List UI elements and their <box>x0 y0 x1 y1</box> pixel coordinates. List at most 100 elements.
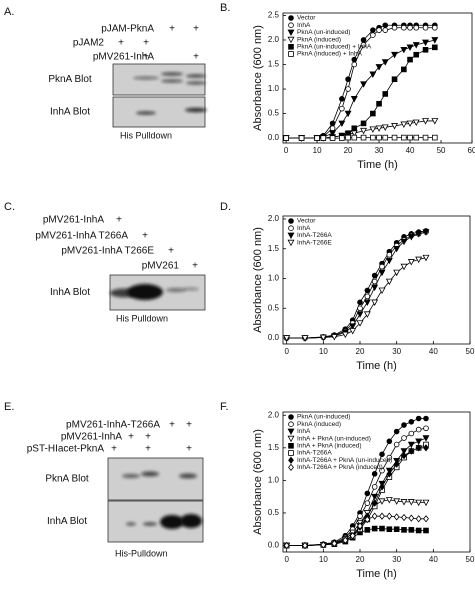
legend-marker <box>288 44 294 50</box>
data-point <box>329 130 337 137</box>
data-point <box>370 32 376 38</box>
data-point <box>376 27 382 33</box>
data-point <box>400 448 408 455</box>
blot-band <box>166 288 186 292</box>
data-point <box>378 269 386 277</box>
data-point <box>401 435 407 441</box>
blot-image <box>107 457 204 501</box>
panel-label: F. <box>220 401 229 413</box>
y-tick-label: 2.5 <box>268 11 280 20</box>
data-point <box>385 257 393 265</box>
blot-band <box>136 111 156 115</box>
blot-label: InhA Blot <box>50 287 90 298</box>
lane-plus: + <box>169 420 175 431</box>
y-axis-title: Absorbance (600 nm) <box>252 227 264 333</box>
chart: F. 0 10 20 30 40 50 0.0 0.5 1.0 1.5 2.0 Time (h) Abso… <box>220 401 475 580</box>
data-point <box>360 81 368 88</box>
data-point <box>393 526 400 533</box>
data-point <box>393 460 400 468</box>
data-point <box>401 527 407 533</box>
data-point <box>382 134 389 141</box>
data-point <box>400 238 408 246</box>
lane-plus: + <box>186 420 192 431</box>
data-point <box>406 44 414 51</box>
data-point <box>401 134 407 141</box>
data-point <box>415 415 422 422</box>
data-point <box>357 305 363 312</box>
lane-plus: + <box>169 24 175 35</box>
series-line <box>286 427 427 546</box>
lane-plus: + <box>143 52 149 63</box>
data-point <box>339 105 345 112</box>
data-point <box>382 91 389 97</box>
x-tick-label: 50 <box>466 555 475 564</box>
data-point <box>369 126 377 133</box>
blot-image <box>109 274 206 311</box>
legend-marker <box>287 428 295 436</box>
data-point <box>381 59 389 66</box>
data-point <box>422 229 430 236</box>
data-point <box>331 539 338 548</box>
data-point <box>371 284 379 292</box>
lane-plus: + <box>145 432 151 443</box>
data-point <box>283 135 289 141</box>
y-tick-label: 0.5 <box>268 508 280 517</box>
data-point <box>432 44 438 51</box>
data-point <box>364 527 371 533</box>
series-line <box>286 230 427 339</box>
x-tick-label: 30 <box>375 146 384 155</box>
data-point <box>379 263 385 270</box>
data-point <box>413 24 420 31</box>
plot-frame <box>282 411 471 553</box>
panel-label: D. <box>220 201 231 213</box>
panel-label: B. <box>220 2 230 14</box>
data-point <box>415 426 422 433</box>
blot-band <box>160 515 184 529</box>
data-point <box>283 541 290 550</box>
data-point <box>375 64 383 71</box>
data-point <box>412 42 420 49</box>
legend-marker <box>288 15 294 21</box>
data-point <box>423 425 429 432</box>
data-point <box>370 110 376 117</box>
data-point <box>422 134 429 141</box>
data-point <box>408 527 415 533</box>
legend-marker <box>287 435 295 443</box>
data-point <box>345 134 351 141</box>
data-point <box>422 46 429 53</box>
data-point <box>401 513 407 522</box>
data-point <box>364 293 371 300</box>
data-point <box>422 254 430 262</box>
blot-image <box>107 500 204 543</box>
lane-plus: + <box>192 261 198 272</box>
data-point <box>379 525 385 532</box>
data-point <box>349 328 357 335</box>
x-tick-label: 20 <box>356 555 365 564</box>
data-point <box>423 515 429 523</box>
legend-label: PknA (induced) + InhA <box>297 51 363 58</box>
lane-label: pMV261-InhA T266A <box>35 231 128 242</box>
data-point <box>379 451 385 458</box>
y-tick-label: 2.0 <box>268 410 280 419</box>
x-tick-label: 10 <box>313 146 322 155</box>
lane-label: pJAM-PknA <box>101 24 154 35</box>
data-point <box>283 335 291 342</box>
legend-label: Vector <box>297 218 316 225</box>
data-point <box>356 320 364 327</box>
legend-marker <box>288 414 294 420</box>
data-point <box>393 441 400 448</box>
plot-frame <box>282 215 471 345</box>
legend-marker <box>288 421 294 428</box>
data-point <box>381 124 389 131</box>
legend-marker <box>288 442 294 449</box>
data-point <box>391 76 398 83</box>
data-point <box>432 24 438 31</box>
legend-label: InhA-T266A + PknA (induced) <box>297 464 383 471</box>
legend-label: PknA (un-induced) <box>297 414 350 421</box>
data-point <box>356 311 364 318</box>
legend-label: Vector <box>297 15 316 22</box>
x-tick-label: 30 <box>392 555 401 564</box>
data-point <box>376 134 382 141</box>
data-point <box>391 123 399 130</box>
lane-plus: + <box>193 24 199 35</box>
